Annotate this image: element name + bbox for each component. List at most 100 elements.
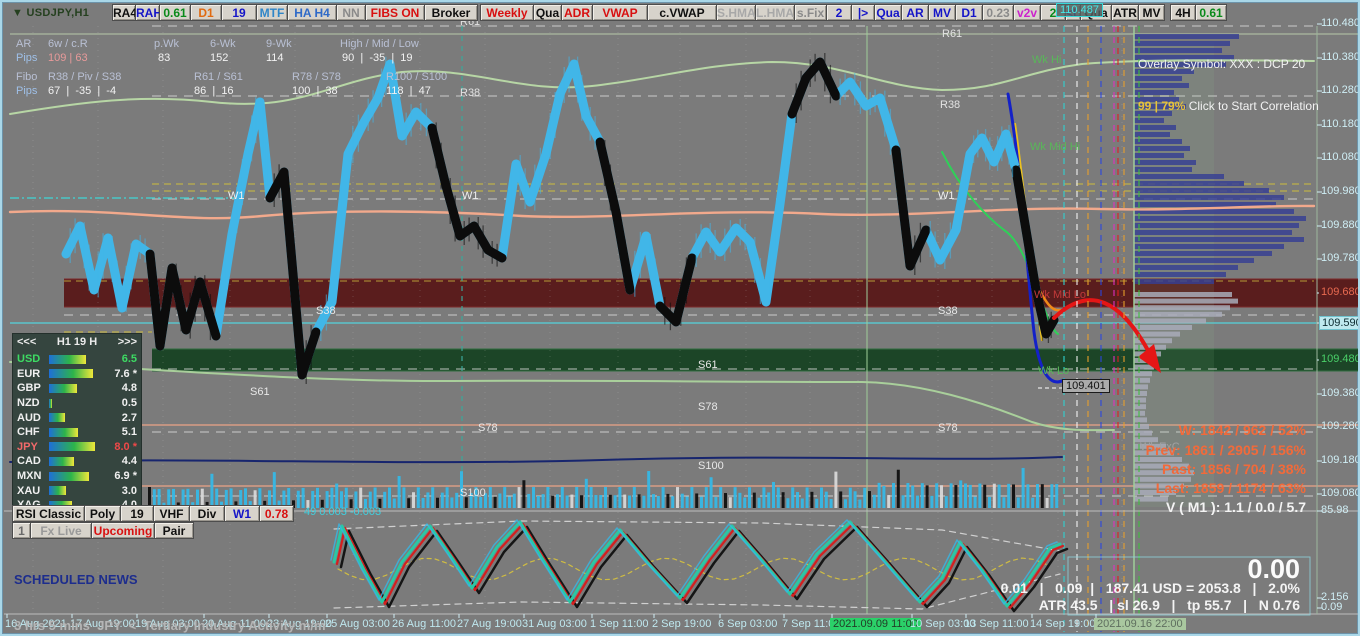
toolbar-button-adr[interactable]: ADR — [561, 4, 593, 21]
toolbar-button-broker[interactable]: Broker — [424, 4, 478, 21]
toolbar-button-d1[interactable]: D1 — [955, 4, 983, 21]
toolbar-button-d1[interactable]: D1 — [190, 4, 222, 21]
toolbar-button-l-hma[interactable]: L.HMA — [755, 4, 795, 21]
strength-bar — [49, 486, 67, 496]
price-tick-109-180: 109.180 — [1321, 454, 1360, 466]
toolbar-button-ra4[interactable]: RA4 — [112, 4, 138, 21]
strength-row-usd: USD 6.5 — [13, 352, 141, 367]
rsi-button-div[interactable]: Div — [189, 505, 225, 522]
price-tick-109-780: 109.780 — [1321, 252, 1360, 264]
rsi-button-upcoming[interactable]: Upcoming — [91, 522, 155, 539]
chart-symbol-label: ▼ USDJPY,H1 — [12, 7, 90, 19]
strength-bar — [49, 369, 93, 379]
time-tick: 20 Aug 11:00 — [202, 618, 267, 630]
toolbar-button-19[interactable]: 19 — [221, 4, 257, 21]
toolbar-button-atr[interactable]: ATR — [1111, 4, 1139, 21]
time-tick: 10 Sep 03:00 — [910, 618, 976, 630]
toolbar-button-vwap[interactable]: VWAP — [592, 4, 648, 21]
scheduled-news-title: SCHEDULED NEWS — [14, 572, 138, 587]
strength-value: 8.0 * — [114, 440, 137, 453]
time-tick: 6 Sep 03:00 — [718, 618, 778, 630]
strength-bar — [49, 442, 95, 452]
rsi-button-poly[interactable]: Poly — [84, 505, 121, 522]
rsi-button-1[interactable]: 1 — [12, 522, 31, 539]
toolbar-button-fibs-on[interactable]: FIBS ON — [365, 4, 425, 21]
strength-value: 3.0 — [121, 484, 137, 497]
strength-next-button[interactable]: >>> — [117, 336, 137, 348]
time-tick: 19 Aug 03:00 — [135, 618, 200, 630]
toolbar-button-0-23[interactable]: 0.23 — [982, 4, 1014, 21]
rsi-toolbar-row2: 1 Fx Live Upcoming Pair — [12, 522, 194, 540]
rsi-button-vhf[interactable]: VHF — [153, 505, 190, 522]
strength-bar — [49, 413, 65, 423]
price-tick-110-180: 110.180 — [1321, 118, 1360, 130]
rsi-button-fx-live[interactable]: Fx Live — [30, 522, 92, 539]
strength-bar — [49, 354, 87, 364]
strength-row-aud: AUD 2.7 — [13, 410, 141, 425]
toolbar-button-0-61[interactable]: 0.61 — [159, 4, 191, 21]
weekly-stat-line-1: Prev: 1861 / 2905 / 156% — [1145, 442, 1306, 458]
toolbar-button-ha-h4[interactable]: HA H4 — [287, 4, 337, 21]
toolbar-button-4h[interactable]: 4H — [1170, 4, 1196, 21]
rsi-button-0-78[interactable]: 0.78 — [259, 505, 294, 522]
rsi-button-w1[interactable]: W1 — [224, 505, 260, 522]
price-tick-109-280: 109.280 — [1321, 420, 1360, 432]
strength-bar — [49, 471, 89, 481]
rsi-button-pair[interactable]: Pair — [154, 522, 194, 539]
weekly-stat-line-3: Last: 1859 / 1174 / 63% — [1155, 480, 1306, 496]
overlay-correlation-panel[interactable]: Overlay Symbol: XXX : DCP 20 99 | 79% Cl… — [1138, 29, 1319, 141]
toolbar-button-mv[interactable]: MV — [1138, 4, 1165, 21]
time-tick: 13 Sep 11:00 — [964, 618, 1029, 630]
weekly-stat-line-2: Past: 1856 / 704 / 38% — [1162, 461, 1306, 477]
overlay-correlation-value: 99 | 79% — [1138, 99, 1186, 113]
rsi-toolbar-row1: RSI Classic Poly 19 VHF Div W1 0.78 — [12, 505, 294, 523]
toolbar-button-mv[interactable]: MV — [928, 4, 956, 21]
volume-m1-stat: V ( M1 ): 1.1 / 0.0 / 5.7 — [1165, 499, 1306, 515]
toolbar-button-rah[interactable]: RAH — [135, 4, 162, 21]
rsi-button-19[interactable]: 19 — [120, 505, 154, 522]
price-tick-85-98: 85.98 — [1321, 504, 1349, 516]
rsi-button-rsi-classic[interactable]: RSI Classic — [12, 505, 85, 522]
toolbar-button-2[interactable]: 2 — [826, 4, 852, 21]
time-tick: 2021.09.16 22:00 — [1094, 618, 1186, 630]
toolbar-button-qua[interactable]: Qua — [874, 4, 902, 21]
time-tick: 27 Aug 19:00 — [457, 618, 522, 630]
price-marker-high: 110.487 — [1056, 3, 1103, 17]
strength-value: 6.9 * — [114, 470, 137, 483]
strength-currency-label: MXN — [17, 470, 42, 483]
toolbar-button-weekly[interactable]: Weekly — [480, 4, 534, 21]
strength-row-jpy: JPY 8.0 * — [13, 440, 141, 455]
strength-currency-label: CHF — [17, 426, 40, 439]
strength-timeframe-label: H1 19 H — [56, 336, 98, 348]
strength-currency-label: JPY — [17, 440, 38, 453]
time-tick: 2021.09.09 11:00 — [830, 618, 921, 630]
strength-row-nzd: NZD 0.5 — [13, 396, 141, 411]
price-marker-target: 109.401 — [1062, 379, 1110, 393]
toolbar-button-s-fix[interactable]: s.Fix — [794, 4, 827, 21]
strength-bar — [49, 456, 75, 466]
strength-row-xau: XAU 3.0 — [13, 483, 141, 498]
toolbar-button-v2v[interactable]: v2v — [1013, 4, 1041, 21]
overlay-correlation-hint[interactable]: Click to Start Correlation — [1185, 99, 1319, 113]
strength-value: 5.1 — [121, 426, 137, 439]
strength-currency-label: EUR — [17, 367, 41, 380]
overlay-symbol-text: Overlay Symbol: XXX : DCP 20 — [1138, 57, 1306, 71]
toolbar-button-mtf[interactable]: MTF — [256, 4, 288, 21]
price-tick-109-980: 109.980 — [1321, 185, 1360, 197]
toolbar-button-ar[interactable]: AR — [901, 4, 929, 21]
spread-risk-line: 0.01 | 0.09 | 187.41 USD = 2053.8 | 2.0% — [1000, 580, 1300, 596]
rsi-values-text: 49 0.003 -0.003 — [304, 506, 382, 518]
strength-currency-label: GBP — [17, 382, 41, 395]
time-tick: 31 Aug 03:00 — [522, 618, 587, 630]
toolbar-button--[interactable]: |> — [851, 4, 875, 21]
strength-value: 7.6 * — [114, 367, 137, 380]
toolbar-button-c-vwap[interactable]: c.VWAP — [647, 4, 717, 21]
toolbar-button-0-61[interactable]: 0.61 — [1195, 4, 1227, 21]
toolbar-button-s-hma[interactable]: S.HMA — [716, 4, 756, 21]
time-tick: 14 Sep 19:00 — [1030, 618, 1096, 630]
toolbar-button-qua[interactable]: Qua — [533, 4, 562, 21]
position-size-value: 0.00 — [1247, 554, 1300, 584]
strength-prev-button[interactable]: <<< — [17, 336, 37, 348]
toolbar-button-nn[interactable]: NN — [336, 4, 366, 21]
